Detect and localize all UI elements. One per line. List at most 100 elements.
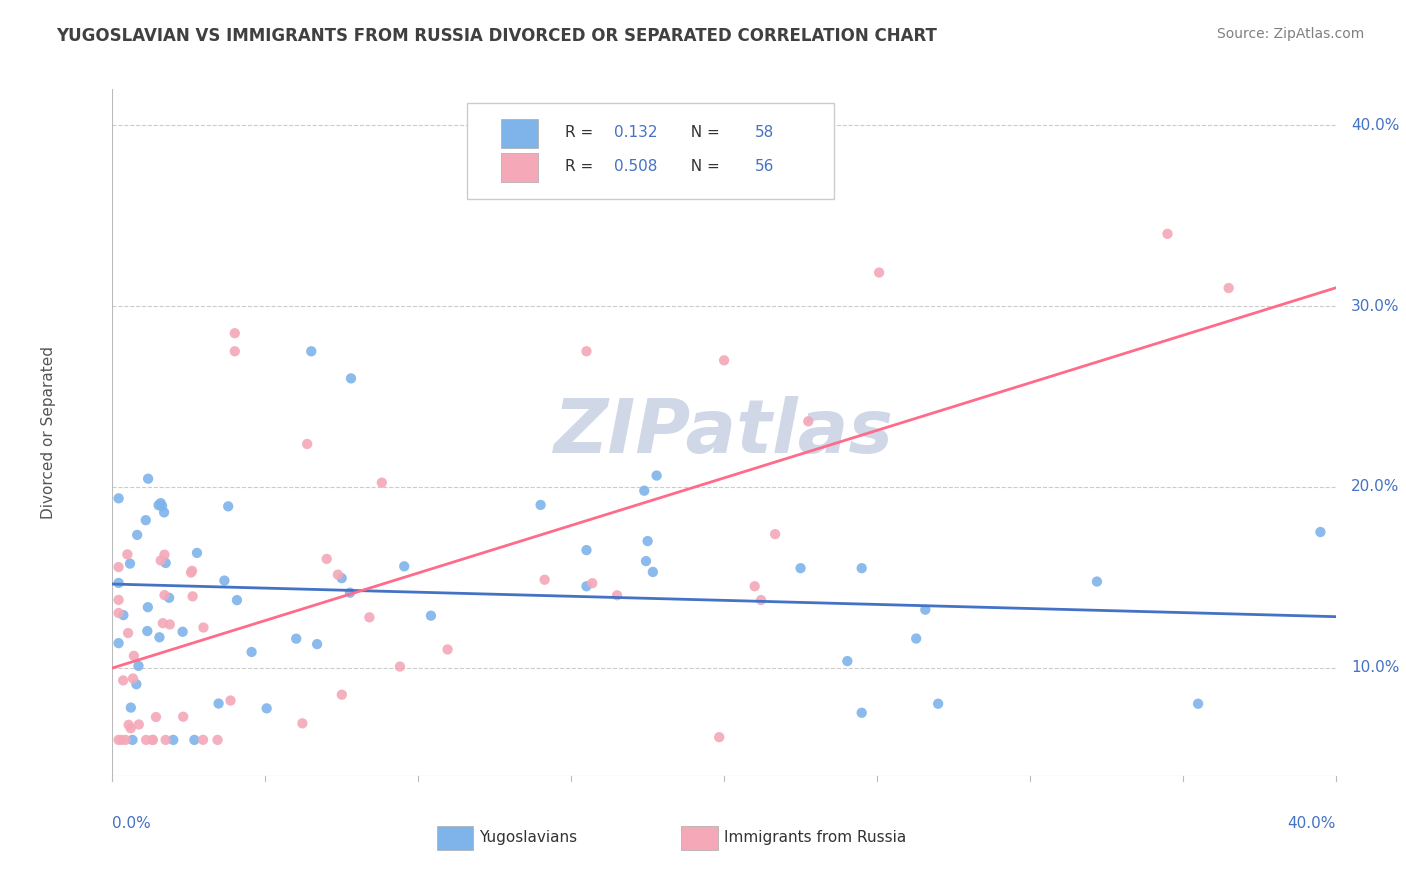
Point: [295, 437, 318, 451]
Point: [172, 624, 194, 639]
Point: [127, 658, 149, 673]
Text: N =: N =: [682, 125, 725, 140]
Point: [107, 491, 129, 506]
Point: [181, 590, 204, 604]
Point: [136, 624, 159, 638]
Point: [224, 344, 246, 359]
Text: Immigrants from Russia: Immigrants from Russia: [724, 830, 907, 846]
Point: [149, 496, 172, 510]
Text: R =: R =: [565, 160, 598, 174]
Point: [868, 266, 890, 280]
Text: R =: R =: [565, 125, 598, 140]
Point: [307, 637, 329, 651]
Point: [749, 593, 772, 607]
Point: [107, 593, 129, 607]
Point: [150, 499, 173, 513]
Text: ZIPatlas: ZIPatlas: [554, 396, 894, 469]
Point: [1187, 697, 1209, 711]
Point: [118, 718, 141, 732]
Point: [214, 574, 236, 588]
Point: [136, 472, 159, 486]
Point: [927, 697, 949, 711]
Text: 40.0%: 40.0%: [1351, 118, 1399, 133]
Point: [114, 732, 136, 747]
Point: [299, 344, 322, 359]
Point: [207, 697, 229, 711]
Point: [120, 700, 142, 714]
Point: [120, 721, 142, 735]
Point: [1218, 281, 1240, 295]
FancyBboxPatch shape: [467, 103, 834, 199]
Point: [256, 701, 278, 715]
Point: [285, 632, 308, 646]
Point: [135, 513, 157, 527]
Point: [155, 556, 177, 570]
Point: [107, 606, 129, 620]
Point: [388, 659, 411, 673]
Point: [128, 717, 150, 731]
Point: [219, 693, 242, 707]
Point: [155, 732, 177, 747]
Point: [117, 626, 139, 640]
Point: [330, 688, 353, 702]
Point: [153, 505, 176, 519]
FancyBboxPatch shape: [502, 119, 538, 147]
Point: [118, 557, 141, 571]
Point: [107, 576, 129, 591]
Text: 0.508: 0.508: [614, 160, 658, 174]
Point: [142, 732, 165, 747]
Point: [637, 534, 659, 549]
Text: 20.0%: 20.0%: [1351, 479, 1399, 494]
Point: [575, 579, 598, 593]
Point: [162, 732, 184, 747]
Text: 30.0%: 30.0%: [1351, 299, 1399, 314]
Text: 58: 58: [755, 125, 773, 140]
Point: [217, 500, 239, 514]
Point: [634, 554, 657, 568]
Point: [107, 636, 129, 650]
Text: Yugoslavians: Yugoslavians: [479, 830, 578, 846]
Point: [575, 543, 598, 558]
Point: [797, 414, 820, 428]
Point: [159, 617, 181, 632]
Point: [191, 732, 214, 747]
Point: [148, 498, 170, 512]
Text: 0.132: 0.132: [614, 125, 658, 140]
Point: [419, 608, 441, 623]
Point: [851, 561, 873, 575]
Point: [153, 548, 176, 562]
Point: [240, 645, 263, 659]
Point: [107, 560, 129, 574]
Point: [371, 475, 394, 490]
Point: [153, 588, 176, 602]
Point: [851, 706, 873, 720]
Text: 40.0%: 40.0%: [1288, 816, 1336, 830]
Point: [136, 600, 159, 615]
Point: [633, 483, 655, 498]
Point: [1085, 574, 1108, 589]
Point: [112, 673, 135, 688]
Point: [789, 561, 811, 575]
Point: [226, 593, 249, 607]
Text: YUGOSLAVIAN VS IMMIGRANTS FROM RUSSIA DIVORCED OR SEPARATED CORRELATION CHART: YUGOSLAVIAN VS IMMIGRANTS FROM RUSSIA DI…: [56, 27, 938, 45]
Point: [905, 632, 928, 646]
Point: [837, 654, 859, 668]
Point: [172, 709, 194, 723]
Point: [645, 468, 668, 483]
Point: [436, 642, 458, 657]
Point: [193, 621, 215, 635]
Point: [1309, 524, 1331, 539]
Point: [530, 498, 553, 512]
FancyBboxPatch shape: [502, 153, 538, 182]
Point: [713, 353, 735, 368]
Point: [914, 603, 936, 617]
Point: [107, 732, 129, 747]
Point: [186, 546, 208, 560]
Point: [183, 732, 205, 747]
Point: [763, 527, 786, 541]
Point: [111, 732, 134, 747]
Point: [709, 730, 731, 744]
Point: [181, 564, 204, 578]
Point: [152, 616, 174, 631]
Point: [148, 630, 170, 644]
